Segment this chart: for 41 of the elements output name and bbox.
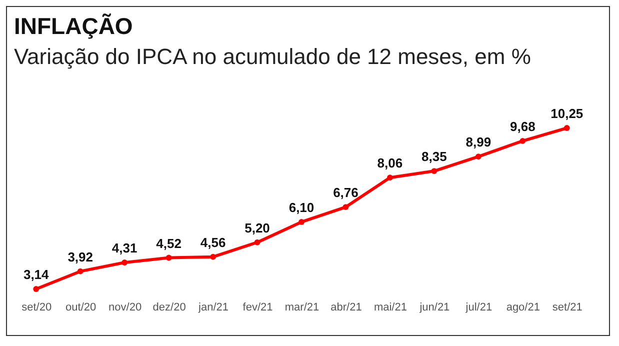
data-label: 9,68 bbox=[510, 118, 536, 134]
data-label: 4,52 bbox=[156, 236, 182, 251]
point bbox=[387, 174, 393, 181]
data-label: 4,31 bbox=[112, 240, 138, 256]
point bbox=[77, 268, 84, 274]
point bbox=[298, 219, 304, 225]
x-tick-label: jun/21 bbox=[418, 302, 450, 314]
chart-subtitle: Variação do IPCA no acumulado de 12 meses, em % bbox=[14, 44, 531, 69]
data-label: 8,99 bbox=[466, 134, 492, 150]
point bbox=[122, 260, 128, 266]
data-label: 3,14 bbox=[23, 267, 50, 282]
point bbox=[564, 125, 570, 131]
x-tick-label: mar/21 bbox=[284, 302, 320, 314]
x-tick-label: set/21 bbox=[552, 302, 582, 314]
data-label: 8,35 bbox=[422, 149, 447, 164]
point bbox=[166, 254, 172, 261]
x-tick-label: nov/20 bbox=[108, 302, 142, 314]
data-label: 6,76 bbox=[333, 185, 358, 200]
data-label: 4,56 bbox=[200, 234, 226, 250]
x-tick-label: jul/21 bbox=[464, 302, 492, 314]
x-tick-label: set/20 bbox=[22, 302, 52, 314]
data-label: 6,10 bbox=[288, 200, 314, 215]
data-label: 8,06 bbox=[377, 156, 403, 171]
x-tick-label: ago/21 bbox=[506, 302, 540, 314]
point bbox=[475, 154, 482, 160]
point bbox=[33, 286, 40, 292]
x-tick-label: jan/21 bbox=[198, 302, 229, 314]
point bbox=[342, 204, 349, 210]
point bbox=[210, 254, 216, 260]
point bbox=[254, 239, 260, 246]
data-label: 10,25 bbox=[550, 106, 584, 121]
x-tick-label: fev/21 bbox=[242, 302, 273, 314]
chart-title: INFLAÇÃO bbox=[14, 13, 133, 39]
x-tick-label: out/20 bbox=[66, 302, 96, 314]
data-label: 5,20 bbox=[244, 220, 270, 236]
x-tick-label: mai/21 bbox=[374, 302, 407, 314]
x-tick-label: abr/21 bbox=[330, 302, 362, 314]
data-label: 3,92 bbox=[68, 249, 93, 264]
point bbox=[520, 138, 526, 144]
point bbox=[431, 168, 438, 174]
x-tick-label: dez/20 bbox=[152, 302, 186, 314]
